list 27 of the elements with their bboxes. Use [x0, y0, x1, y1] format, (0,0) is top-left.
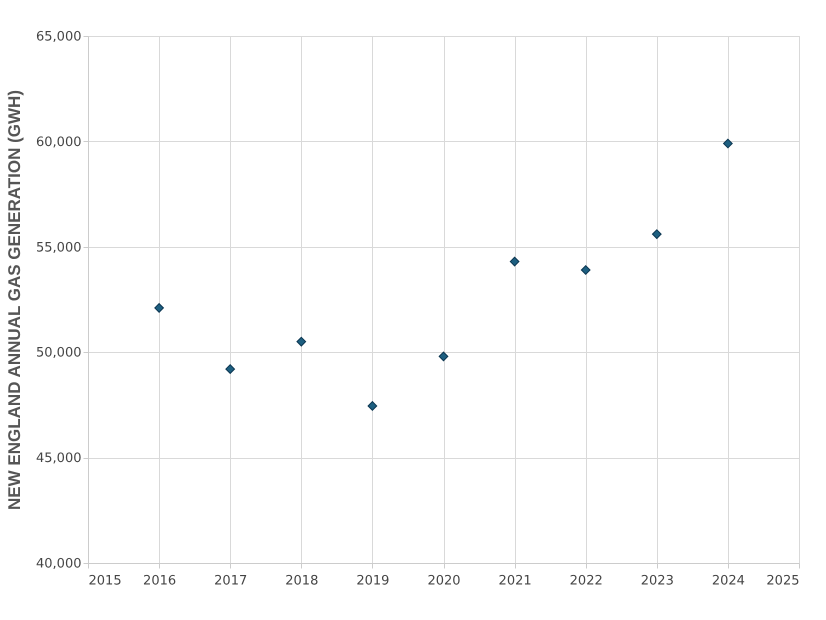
y-tick-label: 55,000	[36, 240, 82, 256]
x-tick-label: 2015	[88, 574, 122, 588]
point	[368, 401, 378, 411]
x-tick-label: 2020	[427, 574, 461, 588]
y-tick-label: 60,000	[36, 134, 82, 150]
point	[225, 364, 236, 374]
y-tick-label: 65,000	[36, 30, 82, 44]
point	[580, 265, 591, 275]
point	[652, 229, 662, 239]
point	[723, 138, 733, 148]
x-tick-label: 2024	[712, 574, 745, 588]
x-tick-label: 2017	[214, 574, 248, 588]
x-tick-label: 2023	[640, 574, 674, 588]
y-axis-title: NEW ENGLAND ANNUAL GAS GENERATION (GWH)	[5, 90, 24, 510]
point	[296, 336, 306, 346]
y-tick-label: 40,000	[36, 556, 82, 572]
x-tick-label: 2016	[143, 574, 176, 588]
x-tick-label: 2022	[570, 574, 603, 588]
y-tick-label: 45,000	[36, 451, 82, 466]
x-tick-label: 2019	[356, 574, 390, 588]
y-tick-label: 50,000	[36, 346, 82, 361]
point	[438, 352, 448, 362]
x-tick-label: 2021	[498, 574, 532, 588]
x-tick-label: 2025	[766, 574, 800, 588]
point	[510, 256, 520, 266]
x-tick-label: 2018	[285, 574, 318, 588]
point	[154, 303, 164, 313]
